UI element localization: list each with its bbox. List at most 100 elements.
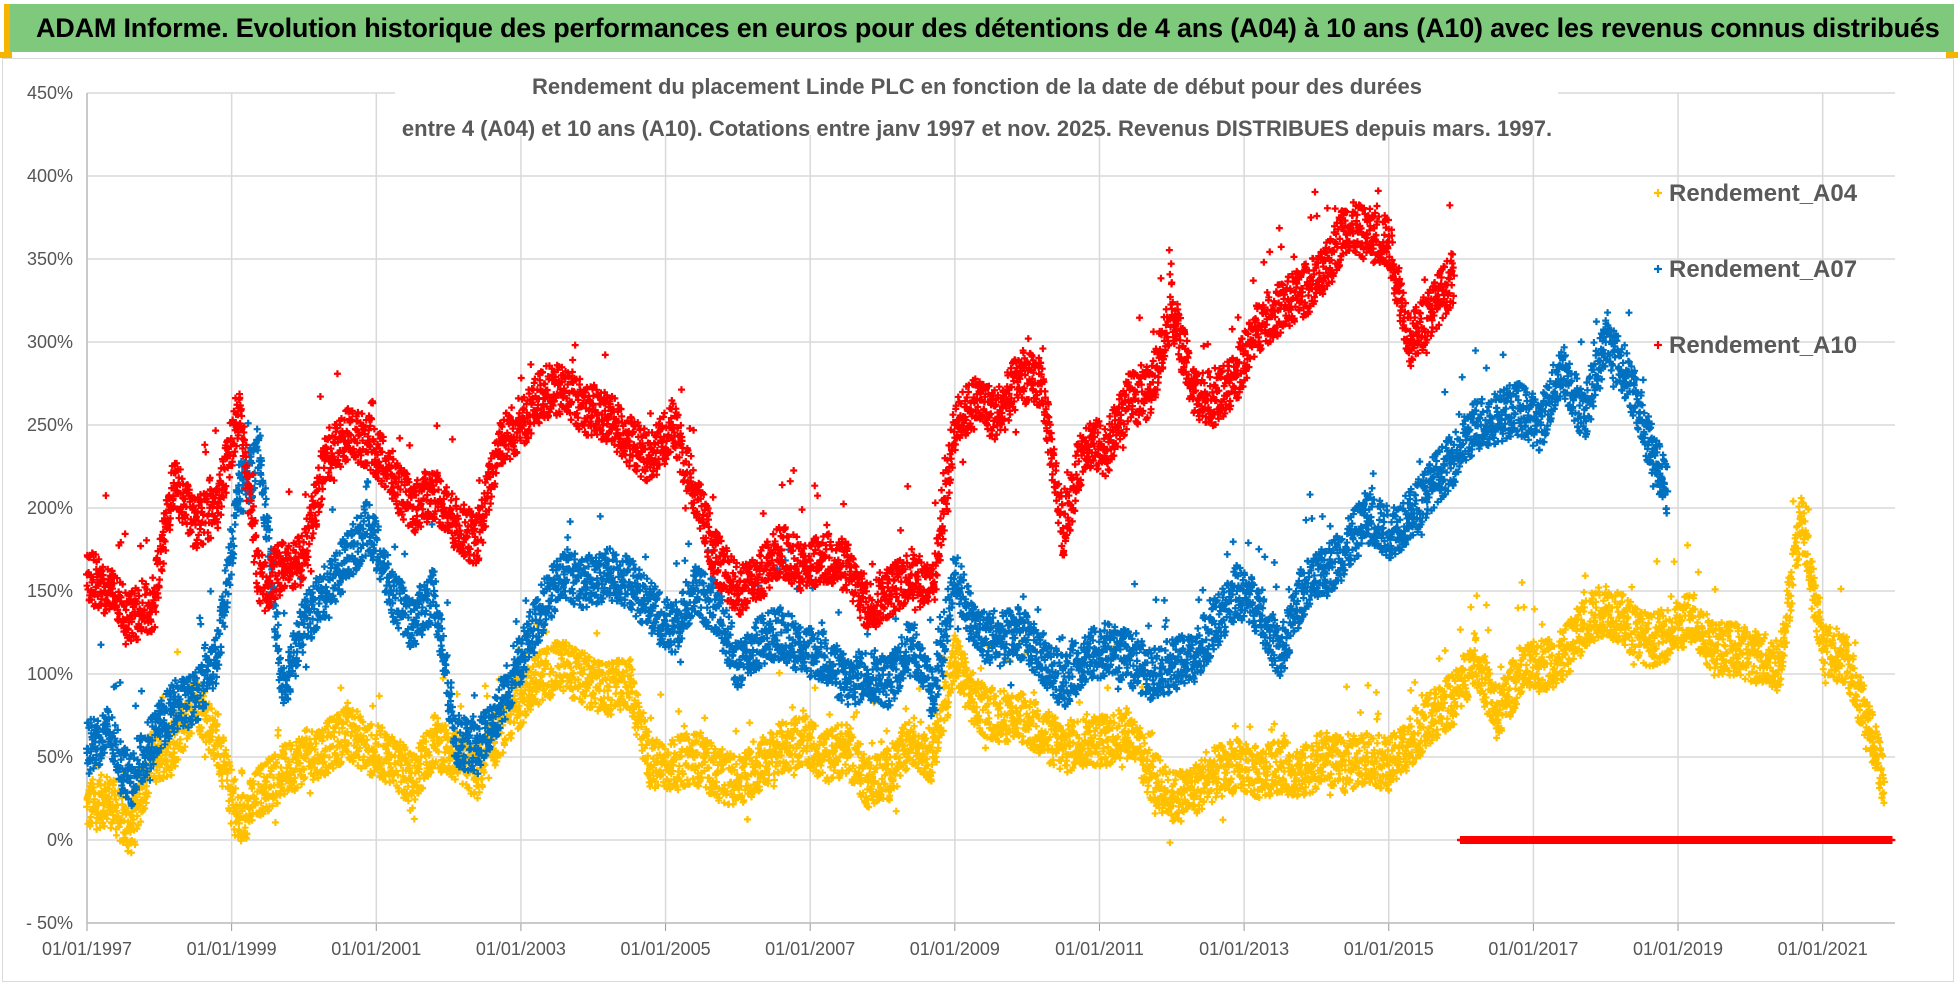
data-points xyxy=(83,187,1896,857)
data-point xyxy=(119,838,127,846)
data-point xyxy=(1538,620,1546,628)
data-point xyxy=(1219,816,1227,824)
data-point xyxy=(160,768,168,776)
data-point xyxy=(675,707,683,715)
data-point xyxy=(896,772,904,780)
data-point xyxy=(746,719,754,727)
data-point xyxy=(105,785,113,793)
data-point xyxy=(829,773,837,781)
data-point xyxy=(1343,683,1351,691)
data-point xyxy=(1374,710,1382,718)
data-point xyxy=(103,773,111,781)
data-point xyxy=(135,790,143,798)
data-point xyxy=(732,727,740,735)
data-point xyxy=(982,744,990,752)
x-tick-label: 01/01/2019 xyxy=(1633,939,1723,959)
data-point xyxy=(271,818,279,826)
series-Rendement_A04 xyxy=(83,494,1889,857)
data-point xyxy=(1118,763,1126,771)
corner-mark-right xyxy=(1946,52,1958,58)
data-point xyxy=(1456,626,1464,634)
data-point xyxy=(142,799,150,807)
data-point xyxy=(181,743,189,751)
chart-area: - 50% 0% 50% 100% 150% 200% 250% 300% 350% 400% 45… xyxy=(2,58,1954,982)
data-point xyxy=(197,724,205,732)
data-point xyxy=(478,774,486,782)
data-point xyxy=(410,815,418,823)
data-point xyxy=(1581,572,1589,580)
data-point xyxy=(223,776,231,784)
y-axis: - 50%0%50%100%150%200%250%300%350%400%45… xyxy=(26,83,88,933)
data-point xyxy=(826,711,834,719)
data-point xyxy=(369,702,377,710)
y-tick-label: 0% xyxy=(47,830,73,850)
data-point xyxy=(1164,776,1172,784)
data-point xyxy=(457,702,465,710)
x-tick-label: 01/01/1997 xyxy=(42,939,132,959)
data-point xyxy=(1151,809,1159,817)
data-point xyxy=(888,760,896,768)
data-point xyxy=(167,771,175,779)
data-point xyxy=(214,710,222,718)
data-point xyxy=(96,824,104,832)
data-point xyxy=(152,778,160,786)
data-point xyxy=(87,813,95,821)
data-point xyxy=(216,753,224,761)
data-point xyxy=(213,720,221,728)
data-point xyxy=(868,739,876,747)
data-point xyxy=(1075,698,1083,706)
data-point xyxy=(201,753,209,761)
data-point xyxy=(133,812,141,820)
x-tick-label: 01/01/2011 xyxy=(1055,939,1144,959)
data-point xyxy=(144,789,152,797)
data-point xyxy=(127,849,135,857)
data-point xyxy=(112,796,120,804)
data-point xyxy=(171,762,179,770)
data-point xyxy=(1602,583,1610,591)
data-point xyxy=(790,771,798,779)
data-point xyxy=(176,735,184,743)
data-point xyxy=(1030,689,1038,697)
data-point xyxy=(1104,684,1112,692)
data-point xyxy=(222,746,230,754)
data-point xyxy=(1326,791,1334,799)
data-point xyxy=(133,825,141,833)
data-point xyxy=(143,782,151,790)
data-point xyxy=(134,821,142,829)
data-point xyxy=(1482,601,1490,609)
x-axis: 01/01/1997 01/01/1999 01/01/2001 01/01/2003… xyxy=(42,922,1895,959)
data-point xyxy=(99,819,107,827)
banner-title: ADAM Informe. Evolution historique des p… xyxy=(36,12,1940,43)
data-point xyxy=(223,769,231,777)
data-point xyxy=(174,755,182,763)
data-point xyxy=(89,776,97,784)
data-point xyxy=(163,772,171,780)
data-point xyxy=(129,816,137,823)
data-point xyxy=(917,718,925,726)
data-point xyxy=(1231,722,1239,730)
data-point xyxy=(680,722,688,730)
data-point xyxy=(1407,686,1415,694)
data-point xyxy=(208,733,216,741)
data-point xyxy=(1208,798,1216,806)
grid xyxy=(86,92,1895,924)
data-point xyxy=(90,783,98,791)
data-point xyxy=(811,684,819,692)
data-point xyxy=(1212,793,1220,801)
x-tick-label: 01/01/2021 xyxy=(1778,939,1868,959)
data-point xyxy=(226,807,234,815)
data-point xyxy=(115,823,123,831)
data-point xyxy=(220,736,228,744)
data-point xyxy=(892,807,900,815)
data-point xyxy=(483,692,491,700)
data-point xyxy=(1411,678,1419,686)
y-tick-label: 200% xyxy=(27,498,73,518)
y-tick-label: 150% xyxy=(27,581,73,601)
data-point xyxy=(1520,603,1528,611)
y-tick-label: 350% xyxy=(27,249,73,269)
data-point xyxy=(164,762,172,770)
data-point xyxy=(1484,626,1492,634)
y-tick-label: 250% xyxy=(27,415,73,435)
chart-svg: - 50%0%50%100%150%200%250%300%350%400%45… xyxy=(26,61,1896,959)
